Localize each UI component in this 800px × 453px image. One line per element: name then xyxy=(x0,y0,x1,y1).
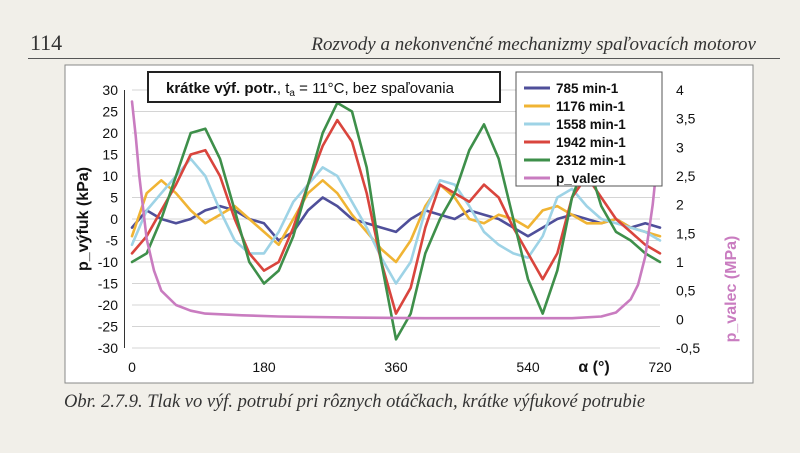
left-axis-line xyxy=(124,90,125,348)
y-right-tick-5: 1,5 xyxy=(676,225,696,241)
x-tick-4: 720 xyxy=(648,359,672,375)
y-left-tick-5: 5 xyxy=(110,190,118,206)
figure-caption: Obr. 2.7.9. Tlak vo výf. potrubí pri rôz… xyxy=(64,392,646,412)
title-box-bold: krátke výf. potr. xyxy=(166,80,277,97)
y-right-tick-9: -0,5 xyxy=(676,340,700,356)
x-tick-2: 360 xyxy=(384,359,408,375)
y-left-tick-4: 10 xyxy=(102,168,118,184)
title-box-t: t xyxy=(285,80,290,97)
title-box: krátke výf. potr., ta = 11°C, bez spaľov… xyxy=(147,71,501,103)
title-box-rest: = 11°C, bez spaľovania xyxy=(295,80,455,97)
exhaust-pressure-chart: 302520151050-5-10-15-20-25-3043,532,521,… xyxy=(64,64,754,384)
title-box-sep: , xyxy=(277,80,285,97)
title-box-text: krátke výf. potr., ta = 11°C, bez spaľov… xyxy=(166,80,455,99)
legend-label-5: p_valec xyxy=(556,171,606,186)
series-line-5 xyxy=(130,100,662,320)
y-right-tick-3: 2,5 xyxy=(676,168,696,184)
x-tick-1: 180 xyxy=(252,359,276,375)
legend-label-2: 1558 min-1 xyxy=(556,117,626,132)
y-right-tick-4: 2 xyxy=(676,197,684,213)
tick-labels: 302520151050-5-10-15-20-25-3043,532,521,… xyxy=(98,82,701,375)
legend-label-4: 2312 min-1 xyxy=(556,153,626,168)
y-right-tick-6: 1 xyxy=(676,254,684,270)
y-left-tick-8: -10 xyxy=(98,254,118,270)
y-left-tick-9: -15 xyxy=(98,276,118,292)
page-number: 114 xyxy=(30,30,63,55)
y-left-tick-12: -30 xyxy=(98,340,118,356)
x-tick-0: 0 xyxy=(128,359,136,375)
running-head: Rozvody a nekonvenčné mechanizmy spaľova… xyxy=(311,34,756,55)
series-lines xyxy=(130,100,662,341)
x-tick-3: 540 xyxy=(516,359,540,375)
series-line-4 xyxy=(130,101,662,341)
y-left-tick-6: 0 xyxy=(110,211,118,227)
x-axis-label: α (°) xyxy=(578,359,609,376)
series-line-1 xyxy=(130,179,662,264)
title-box-t-sub: a xyxy=(289,88,295,99)
legend-label-1: 1176 min-1 xyxy=(556,99,626,114)
y-axis-right-label: p_valec (MPa) xyxy=(723,236,740,343)
legend: 785 min-1 1176 min-1 1558 min-1 1942 min-1 2… xyxy=(515,71,663,187)
y-axis-left-label: p_výfuk (kPa) xyxy=(75,167,92,271)
legend-box xyxy=(515,71,663,187)
y-left-tick-1: 25 xyxy=(102,104,118,120)
y-right-tick-0: 4 xyxy=(676,82,684,98)
y-right-tick-7: 0,5 xyxy=(676,283,696,299)
y-right-tick-8: 0 xyxy=(676,311,684,327)
header-rule xyxy=(28,58,780,59)
y-right-tick-2: 3 xyxy=(676,139,684,155)
title-box-border xyxy=(147,71,501,103)
y-left-tick-10: -20 xyxy=(98,297,118,313)
y-left-tick-2: 20 xyxy=(102,125,118,141)
y-left-tick-7: -5 xyxy=(106,233,119,249)
legend-items: 785 min-1 1176 min-1 1558 min-1 1942 min-1 2… xyxy=(524,81,626,186)
legend-label-0: 785 min-1 xyxy=(556,81,619,96)
y-left-tick-0: 30 xyxy=(102,82,118,98)
series-line-2 xyxy=(130,157,662,285)
legend-label-3: 1942 min-1 xyxy=(556,135,626,150)
y-left-tick-3: 15 xyxy=(102,147,118,163)
y-left-tick-11: -25 xyxy=(98,319,118,335)
figure: 30 25 20 15 10 5 0 -5 -10 -15 -20 -25 -30 4 3,5 3 2,5 2 1,… xyxy=(64,64,754,384)
y-right-tick-1: 3,5 xyxy=(676,111,696,127)
